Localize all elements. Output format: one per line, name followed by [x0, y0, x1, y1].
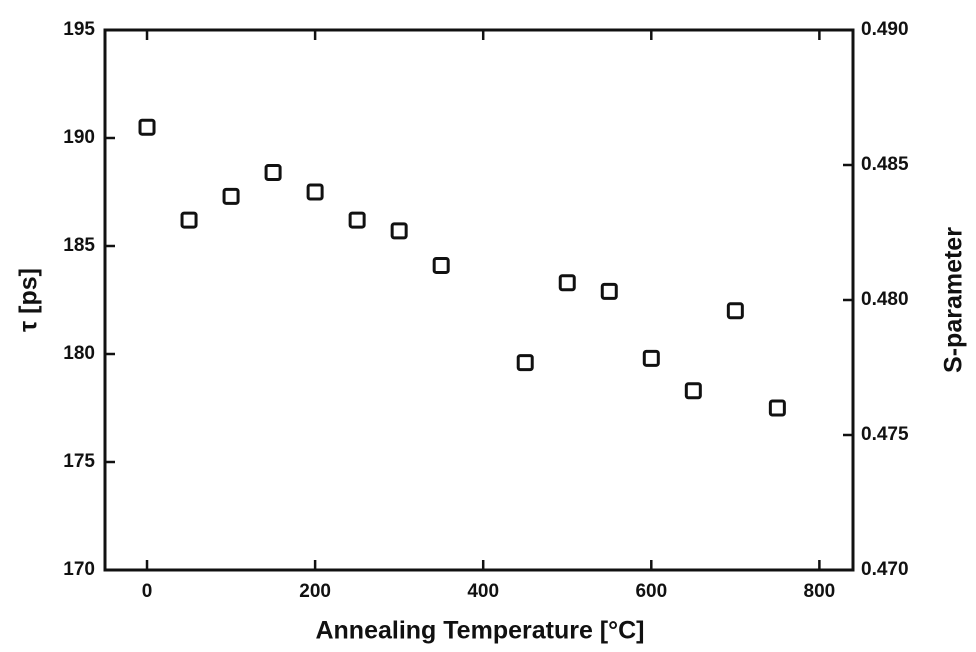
y-tick-label: 190 [63, 127, 95, 148]
y-tick-label: 180 [63, 343, 95, 364]
y2-tick-label: 0.490 [861, 19, 909, 40]
data-point [642, 349, 660, 367]
x-tick-label: 600 [635, 581, 667, 602]
plot-frame [103, 28, 855, 572]
data-point [348, 211, 366, 229]
y-tick-label: 185 [63, 235, 95, 256]
data-point [558, 274, 576, 292]
y2-tick-label: 0.475 [861, 424, 909, 445]
data-point [306, 183, 324, 201]
data-point [390, 222, 408, 240]
data-point [180, 211, 198, 229]
y2-axis-title: S-parameter [940, 227, 968, 373]
y-axis-title: τ [ps] [15, 268, 43, 332]
y2-tick-label: 0.480 [861, 289, 909, 310]
data-point [600, 282, 618, 300]
x-axis-title: Annealing Temperature [°C] [315, 617, 644, 645]
data-point [432, 256, 450, 274]
x-tick-label: 800 [804, 581, 836, 602]
x-tick-label: 400 [467, 581, 499, 602]
data-point [138, 118, 156, 136]
data-point [264, 164, 282, 182]
data-point [516, 354, 534, 372]
data-point [684, 382, 702, 400]
data-point [222, 187, 240, 205]
y-tick-label: 170 [63, 559, 95, 580]
x-tick-label: 200 [299, 581, 331, 602]
y2-tick-label: 0.470 [861, 559, 909, 580]
y-tick-label: 175 [63, 451, 95, 472]
data-point [726, 302, 744, 320]
y2-tick-label: 0.485 [861, 154, 909, 175]
y-tick-label: 195 [63, 19, 95, 40]
data-point [768, 399, 786, 417]
x-tick-label: 0 [142, 581, 153, 602]
